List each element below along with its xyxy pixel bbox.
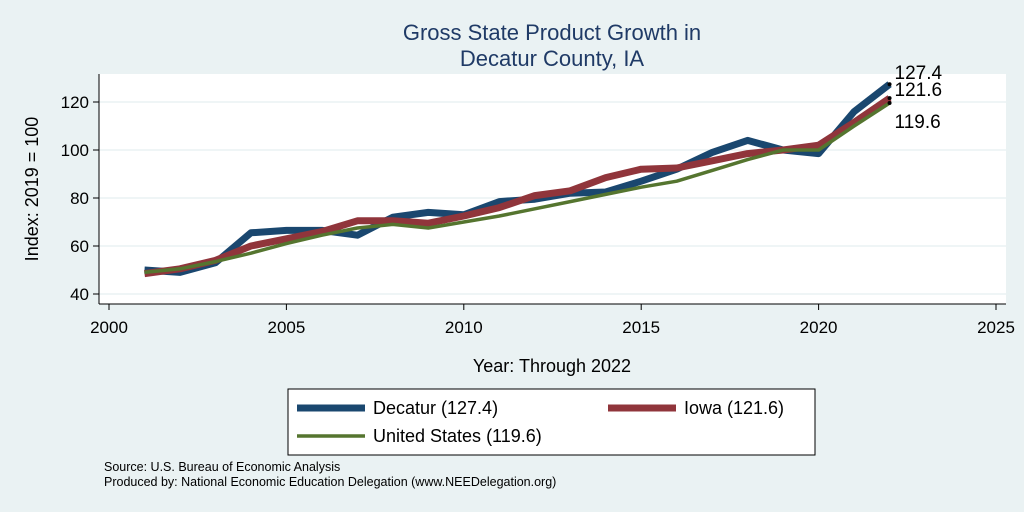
chart-title-line-1: Gross State Product Growth in — [403, 20, 701, 45]
end-point-decatur — [887, 82, 892, 87]
y-tick-label-120: 120 — [61, 93, 89, 112]
chart-title-line-2: Decatur County, IA — [460, 46, 645, 71]
legend-label-iowa: Iowa (121.6) — [684, 398, 784, 418]
x-axis-label: Year: Through 2022 — [473, 356, 631, 376]
y-ticks: 40 60 80 100 120 — [61, 93, 99, 304]
series-line-united-states — [144, 101, 891, 275]
end-label-decatur: 127.4 — [895, 63, 943, 84]
series-lines — [144, 81, 892, 278]
end-point-united-states — [887, 100, 892, 105]
x-tick-label-2015: 2015 — [622, 318, 660, 337]
legend-label-united-states: United States (119.6) — [373, 426, 542, 446]
y-axis-label: Index: 2019 = 100 — [22, 117, 42, 262]
y-tick-label-60: 60 — [70, 237, 89, 256]
end-label-united-states: 119.6 — [895, 112, 941, 133]
x-tick-label-2020: 2020 — [800, 318, 838, 337]
x-ticks: 2000 2005 2010 2015 2020 2025 — [90, 304, 1015, 337]
x-tick-label-2025: 2025 — [977, 318, 1015, 337]
end-point-iowa — [887, 96, 892, 101]
y-tick-label-100: 100 — [61, 141, 89, 160]
x-tick-label-2005: 2005 — [267, 318, 305, 337]
legend: Decatur (127.4) Iowa (121.6) United States… — [297, 398, 784, 446]
end-label-iowa: 121.6 — [895, 80, 943, 101]
x-tick-label-2000: 2000 — [90, 318, 128, 337]
y-tick-label-80: 80 — [70, 189, 89, 208]
produced-by-note: Produced by: National Economic Education… — [104, 475, 557, 489]
series-line-iowa — [144, 95, 892, 278]
legend-box — [287, 388, 816, 456]
x-tick-label-2010: 2010 — [445, 318, 483, 337]
legend-label-decatur: Decatur (127.4) — [373, 398, 498, 418]
source-note: Source: U.S. Bureau of Economic Analysis — [104, 460, 341, 474]
y-tick-label-40: 40 — [70, 285, 89, 304]
